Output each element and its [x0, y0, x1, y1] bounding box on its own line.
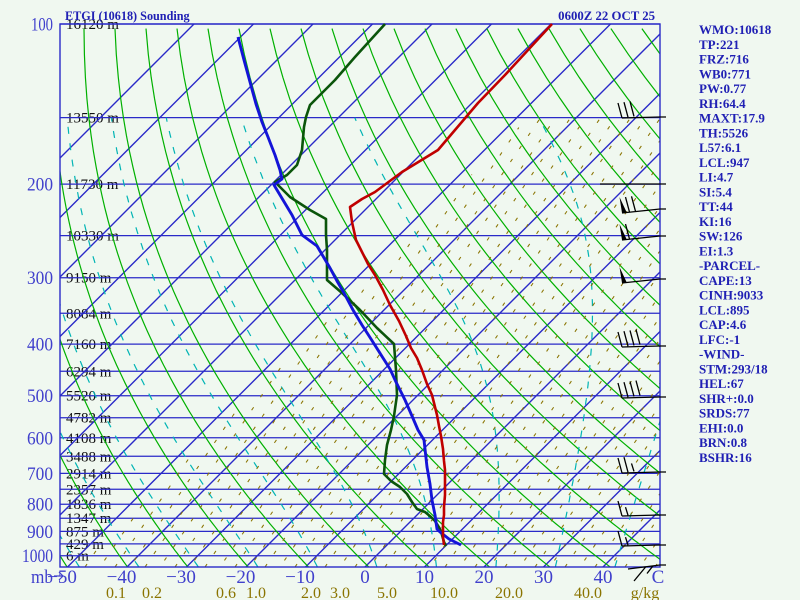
- svg-text:mb: mb: [31, 567, 53, 588]
- svg-text:429 m: 429 m: [66, 537, 104, 553]
- svg-text:HEL:67: HEL:67: [699, 376, 744, 391]
- svg-text:3488 m: 3488 m: [66, 449, 112, 465]
- svg-text:13550 m: 13550 m: [66, 111, 119, 127]
- svg-text:800: 800: [27, 495, 53, 516]
- svg-text:MAXT:17.9: MAXT:17.9: [699, 111, 765, 126]
- svg-text:SRDS:77: SRDS:77: [699, 406, 750, 421]
- svg-text:2914 m: 2914 m: [66, 466, 112, 482]
- svg-text:RH:64.4: RH:64.4: [699, 96, 746, 111]
- svg-text:1.0: 1.0: [246, 585, 266, 600]
- svg-text:−10: −10: [285, 567, 315, 588]
- svg-text:4108 m: 4108 m: [66, 431, 112, 447]
- svg-text:-PARCEL-: -PARCEL-: [699, 258, 760, 273]
- svg-text:STM:293/18: STM:293/18: [699, 361, 768, 376]
- svg-text:BRN:0.8: BRN:0.8: [699, 435, 748, 450]
- svg-text:CAPE:13: CAPE:13: [699, 273, 752, 288]
- svg-text:1347 m: 1347 m: [66, 511, 112, 527]
- svg-text:5520 m: 5520 m: [66, 389, 112, 405]
- svg-text:9150 m: 9150 m: [66, 271, 112, 287]
- svg-text:0600Z 22 OCT 25: 0600Z 22 OCT 25: [558, 9, 655, 23]
- svg-text:LI:4.7: LI:4.7: [699, 170, 734, 185]
- svg-text:8084 m: 8084 m: [66, 306, 112, 322]
- svg-text:TP:221: TP:221: [699, 37, 739, 52]
- svg-text:LCL:947: LCL:947: [699, 155, 750, 170]
- svg-text:−40: −40: [107, 567, 137, 588]
- svg-text:30: 30: [534, 567, 553, 588]
- svg-text:40.0: 40.0: [574, 585, 602, 600]
- svg-text:EI:1.3: EI:1.3: [699, 243, 734, 258]
- svg-text:700: 700: [27, 464, 53, 485]
- svg-text:C: C: [652, 567, 665, 588]
- svg-text:7160 m: 7160 m: [66, 337, 112, 353]
- svg-text:20: 20: [475, 567, 494, 588]
- svg-text:300: 300: [27, 268, 53, 289]
- svg-text:-WIND-: -WIND-: [699, 347, 745, 362]
- svg-text:ETGI (10618) Sounding: ETGI (10618) Sounding: [65, 9, 190, 23]
- svg-text:WB0:771: WB0:771: [699, 66, 751, 81]
- svg-text:10330 m: 10330 m: [66, 229, 119, 245]
- svg-text:WMO:10618: WMO:10618: [699, 22, 772, 37]
- svg-text:TH:5526: TH:5526: [699, 125, 749, 140]
- svg-text:200: 200: [27, 175, 53, 196]
- svg-text:PW:0.77: PW:0.77: [699, 81, 747, 96]
- svg-text:0.1: 0.1: [106, 585, 126, 600]
- svg-text:0.6: 0.6: [216, 585, 236, 600]
- svg-text:KI:16: KI:16: [699, 214, 732, 229]
- svg-text:6294 m: 6294 m: [66, 364, 112, 380]
- svg-text:4782 m: 4782 m: [66, 411, 112, 427]
- svg-text:SI:5.4: SI:5.4: [699, 184, 732, 199]
- svg-text:500: 500: [27, 386, 53, 407]
- svg-text:EHI:0.0: EHI:0.0: [699, 420, 743, 435]
- svg-text:LFC:-1: LFC:-1: [699, 332, 740, 347]
- svg-text:TT:44: TT:44: [699, 199, 733, 214]
- svg-text:20.0: 20.0: [495, 585, 523, 600]
- svg-text:−50: −50: [47, 567, 77, 588]
- svg-text:2.0: 2.0: [301, 585, 321, 600]
- svg-text:FRZ:716: FRZ:716: [699, 52, 749, 67]
- svg-text:2357 m: 2357 m: [66, 482, 112, 498]
- svg-text:BSHR:16: BSHR:16: [699, 450, 752, 465]
- svg-text:0: 0: [360, 567, 370, 588]
- svg-text:875 m: 875 m: [66, 524, 104, 540]
- svg-text:SHR+:0.0: SHR+:0.0: [699, 391, 754, 406]
- svg-text:400: 400: [27, 335, 53, 356]
- svg-text:40: 40: [594, 567, 613, 588]
- svg-text:L57:6.1: L57:6.1: [699, 140, 741, 155]
- svg-text:g/kg: g/kg: [631, 585, 659, 600]
- svg-text:−30: −30: [166, 567, 196, 588]
- svg-text:CAP:4.6: CAP:4.6: [699, 317, 747, 332]
- svg-text:1836 m: 1836 m: [66, 497, 112, 513]
- svg-text:LCL:895: LCL:895: [699, 302, 750, 317]
- svg-text:−20: −20: [226, 567, 256, 588]
- svg-text:600: 600: [27, 428, 53, 449]
- svg-text:CINH:9033: CINH:9033: [699, 288, 764, 303]
- svg-text:5.0: 5.0: [377, 585, 397, 600]
- svg-text:16120 m: 16120 m: [66, 17, 119, 33]
- svg-text:3.0: 3.0: [330, 585, 350, 600]
- svg-text:10.0: 10.0: [430, 585, 458, 600]
- svg-text:SW:126: SW:126: [699, 229, 743, 244]
- svg-text:0.2: 0.2: [142, 585, 162, 600]
- svg-text:900: 900: [27, 522, 53, 543]
- svg-text:1000: 1000: [22, 546, 53, 567]
- svg-text:100: 100: [31, 15, 53, 36]
- svg-text:10: 10: [415, 567, 434, 588]
